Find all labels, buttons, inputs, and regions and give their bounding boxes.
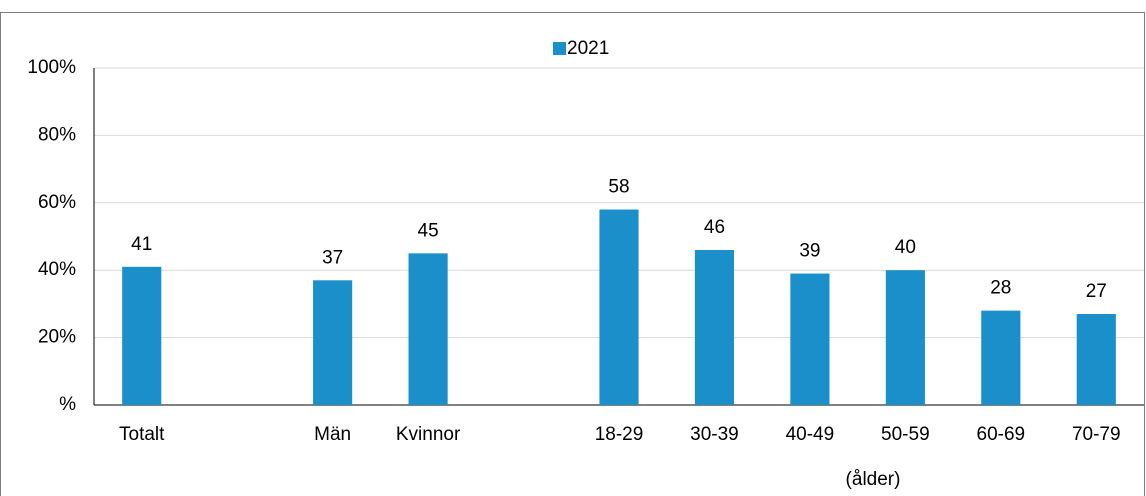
- x-tick-label: 60-69: [977, 424, 1026, 445]
- bar: [885, 270, 925, 405]
- bar: [1076, 314, 1116, 405]
- data-label: 46: [704, 217, 725, 238]
- bar: [122, 266, 162, 405]
- x-tick-label: 18-29: [595, 424, 644, 445]
- y-tick-label: 100%: [27, 57, 76, 78]
- y-tick-label: 60%: [38, 192, 76, 213]
- y-tick-label: 20%: [38, 327, 76, 348]
- x-tick-label: Totalt: [119, 424, 165, 445]
- bar: [408, 253, 448, 405]
- data-label: 37: [322, 247, 343, 268]
- x-tick-label: Kvinnor: [396, 424, 461, 445]
- data-label: 45: [418, 220, 439, 241]
- bar: [313, 280, 353, 405]
- data-label: 39: [799, 241, 820, 262]
- y-tick-label: 40%: [38, 259, 76, 280]
- bar: [599, 209, 639, 405]
- x-tick-label: Män: [314, 424, 351, 445]
- y-tick-label: %: [59, 394, 76, 415]
- data-label: 28: [990, 278, 1011, 299]
- data-label: 27: [1086, 281, 1107, 302]
- data-label: 41: [131, 234, 152, 255]
- bar: [694, 249, 735, 405]
- x-tick-label: 70-79: [1072, 424, 1121, 445]
- y-tick-label: 80%: [38, 124, 76, 145]
- x-tick-label: 30-39: [690, 424, 739, 445]
- data-label: 40: [895, 237, 916, 258]
- x-tick-label: 50-59: [881, 424, 930, 445]
- legend-label: 2021: [567, 38, 609, 59]
- bar: [790, 273, 830, 405]
- legend-swatch: [553, 42, 566, 55]
- bar: [981, 310, 1021, 405]
- data-label: 58: [608, 177, 629, 198]
- chart-border: [0, 12, 1145, 496]
- x-tick-label: 40-49: [786, 424, 835, 445]
- x-annotation: (ålder): [846, 469, 901, 490]
